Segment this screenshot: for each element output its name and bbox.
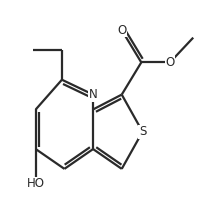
Text: S: S — [139, 125, 146, 138]
Text: N: N — [89, 88, 97, 101]
Text: HO: HO — [27, 177, 45, 190]
Text: O: O — [165, 56, 175, 69]
Text: O: O — [117, 24, 126, 37]
